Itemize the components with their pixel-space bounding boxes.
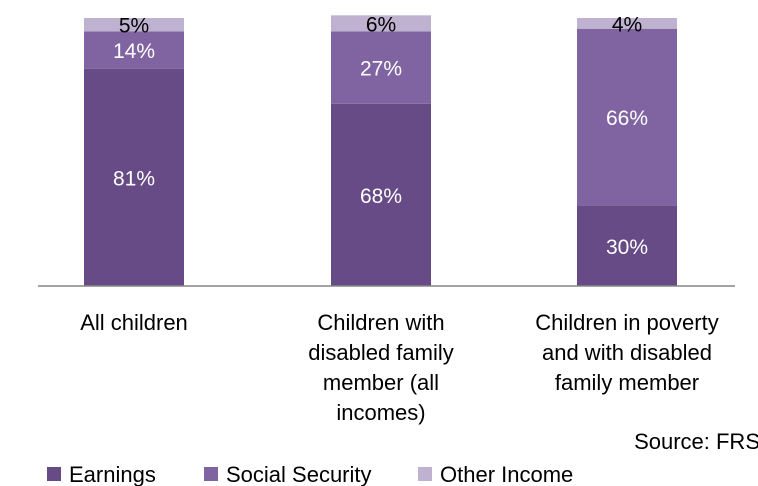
bar-3-social-security — [577, 28, 677, 206]
data-label: 5% — [119, 15, 149, 38]
legend-swatch-other-income — [418, 467, 432, 481]
category-label: Children in poverty and with disabled fami… — [535, 310, 718, 395]
bar-1-earnings — [84, 68, 184, 286]
category-labels-group: All children Children with disabled family… — [80, 310, 719, 425]
category-label: All children — [80, 310, 188, 335]
source-note: Source: FRS — [634, 429, 758, 454]
data-label: 68% — [360, 185, 402, 208]
legend-swatch-earnings — [47, 467, 61, 481]
bar-2-earnings — [331, 103, 431, 286]
legend-label-social-security: Social Security — [226, 462, 372, 486]
legend-swatch-social-security — [204, 467, 218, 481]
bars-group — [84, 15, 677, 286]
legend-label-other-income: Other Income — [440, 462, 573, 486]
bar-1-other-income — [84, 18, 184, 32]
category-label: Children with disabled family member (all i… — [308, 310, 454, 425]
data-label: 4% — [612, 13, 642, 36]
data-labels-group: 81% 14%5% 68% 27% 6% 30% 66% 4% — [113, 13, 648, 258]
bar-3-earnings — [577, 205, 677, 286]
bar-2-social-security — [331, 31, 431, 104]
bar-1-social-security — [84, 31, 184, 69]
legend-label-earnings: Earnings — [69, 462, 156, 486]
data-label: 6% — [366, 13, 396, 36]
legend: Earnings Social Security Other Income — [47, 462, 573, 486]
data-label: 66% — [606, 107, 648, 130]
data-label: 81% — [113, 167, 155, 190]
bar-2-other-income — [331, 15, 431, 32]
data-label: 30% — [606, 236, 648, 259]
data-label: 14% — [113, 40, 155, 63]
data-label: 27% — [360, 58, 402, 81]
bar-3-other-income — [577, 18, 677, 29]
